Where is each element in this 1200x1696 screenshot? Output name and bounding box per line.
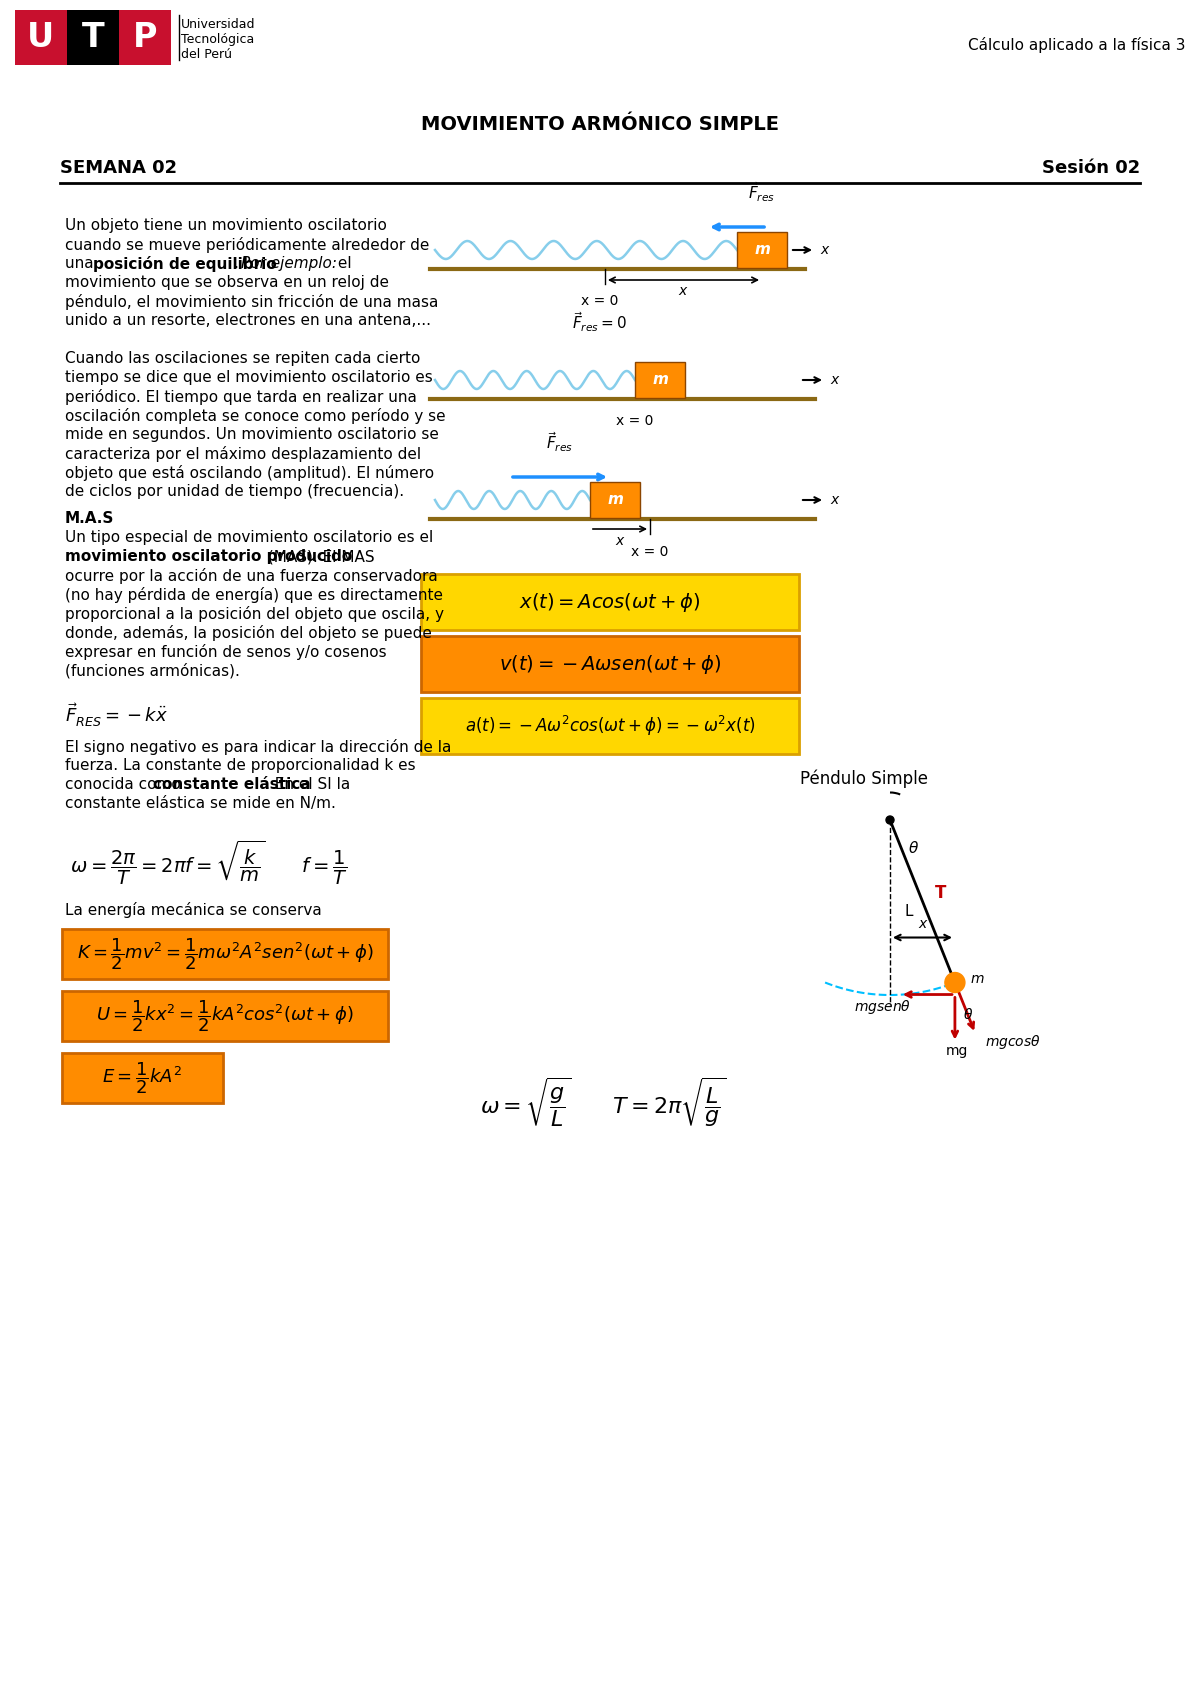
Text: de ciclos por unidad de tiempo (frecuencia).: de ciclos por unidad de tiempo (frecuenc… xyxy=(65,483,404,499)
Text: m: m xyxy=(971,972,984,985)
FancyBboxPatch shape xyxy=(421,636,799,692)
FancyBboxPatch shape xyxy=(62,929,388,979)
Text: x: x xyxy=(830,494,839,507)
Text: $\vec{F}_{res}$: $\vec{F}_{res}$ xyxy=(546,431,574,455)
Text: $v(t) = -A\omega sen(\omega t + \phi)$: $v(t) = -A\omega sen(\omega t + \phi)$ xyxy=(498,653,721,675)
Text: Péndulo Simple: Péndulo Simple xyxy=(800,770,928,789)
Text: $E = \dfrac{1}{2}kA^2$: $E = \dfrac{1}{2}kA^2$ xyxy=(102,1060,182,1096)
Circle shape xyxy=(944,972,965,992)
Text: x: x xyxy=(918,916,926,931)
Text: T: T xyxy=(935,884,946,902)
Text: ocurre por la acción de una fuerza conservadora: ocurre por la acción de una fuerza conse… xyxy=(65,568,438,583)
Text: Universidad
Tecnológica
del Perú: Universidad Tecnológica del Perú xyxy=(181,19,256,61)
Text: $x$: $x$ xyxy=(614,534,625,548)
Text: Sesión 02: Sesión 02 xyxy=(1042,159,1140,176)
Text: tiempo se dice que el movimiento oscilatorio es: tiempo se dice que el movimiento oscilat… xyxy=(65,370,433,385)
Text: Un objeto tiene un movimiento oscilatorio: Un objeto tiene un movimiento oscilatori… xyxy=(65,219,386,232)
Text: donde, además, la posición del objeto se puede: donde, además, la posición del objeto se… xyxy=(65,626,432,641)
Text: $\omega = \dfrac{2\pi}{T} = 2\pi f = \sqrt{\dfrac{k}{m}} \qquad f = \dfrac{1}{T}: $\omega = \dfrac{2\pi}{T} = 2\pi f = \sq… xyxy=(70,840,348,887)
Text: $K = \dfrac{1}{2}mv^2 = \dfrac{1}{2}m\omega^2 A^2 sen^2(\omega t + \phi)$: $K = \dfrac{1}{2}mv^2 = \dfrac{1}{2}m\om… xyxy=(77,936,373,972)
Text: M.A.S: M.A.S xyxy=(65,510,114,526)
Text: T: T xyxy=(82,20,104,54)
Text: $mgsen\theta$: $mgsen\theta$ xyxy=(854,997,912,1016)
Text: .: . xyxy=(234,256,244,271)
Text: proporcional a la posición del objeto que oscila, y: proporcional a la posición del objeto qu… xyxy=(65,605,444,622)
Text: (funciones armónicas).: (funciones armónicas). xyxy=(65,663,240,678)
FancyBboxPatch shape xyxy=(119,10,172,64)
Text: $\vec{F}^{\,}_{RES} = -k\ddot{x}$: $\vec{F}^{\,}_{RES} = -k\ddot{x}$ xyxy=(65,700,168,729)
Text: Cuando las oscilaciones se repiten cada cierto: Cuando las oscilaciones se repiten cada … xyxy=(65,351,420,366)
FancyBboxPatch shape xyxy=(421,699,799,755)
Text: Un tipo especial de movimiento oscilatorio es el: Un tipo especial de movimiento oscilator… xyxy=(65,529,433,544)
Text: constante elástica: constante elástica xyxy=(154,777,311,792)
Text: $\omega = \sqrt{\dfrac{g}{L}} \qquad T = 2\pi\sqrt{\dfrac{L}{g}}$: $\omega = \sqrt{\dfrac{g}{L}} \qquad T =… xyxy=(480,1075,726,1130)
Text: MOVIMIENTO ARMÓNICO SIMPLE: MOVIMIENTO ARMÓNICO SIMPLE xyxy=(421,115,779,134)
Circle shape xyxy=(886,816,894,824)
Text: movimiento que se observa en un reloj de: movimiento que se observa en un reloj de xyxy=(65,275,389,290)
FancyBboxPatch shape xyxy=(67,10,119,64)
Text: $x(t) = Acos(\omega t + \phi)$: $x(t) = Acos(\omega t + \phi)$ xyxy=(520,590,701,614)
Text: x = 0: x = 0 xyxy=(617,414,654,427)
Text: $a(t) = -A\omega^2 cos(\omega t + \phi) = -\omega^2 x(t)$: $a(t) = -A\omega^2 cos(\omega t + \phi) … xyxy=(464,714,755,738)
Text: (no hay pérdida de energía) que es directamente: (no hay pérdida de energía) que es direc… xyxy=(65,587,443,604)
Text: $U = \dfrac{1}{2}kx^2 = \dfrac{1}{2}kA^2 cos^2(\omega t + \phi)$: $U = \dfrac{1}{2}kx^2 = \dfrac{1}{2}kA^2… xyxy=(96,999,354,1035)
Text: $\vec{F}_{res}$: $\vec{F}_{res}$ xyxy=(749,180,775,204)
FancyBboxPatch shape xyxy=(62,1053,223,1102)
FancyBboxPatch shape xyxy=(737,232,787,268)
Text: Cálculo aplicado a la física 3: Cálculo aplicado a la física 3 xyxy=(967,37,1186,53)
Text: Por ejemplo:: Por ejemplo: xyxy=(241,256,337,271)
Text: x: x xyxy=(830,373,839,387)
FancyBboxPatch shape xyxy=(590,482,640,517)
Text: objeto que está oscilando (amplitud). El número: objeto que está oscilando (amplitud). El… xyxy=(65,465,434,482)
Text: La energía mecánica se conserva: La energía mecánica se conserva xyxy=(65,902,322,918)
Text: mide en segundos. Un movimiento oscilatorio se: mide en segundos. Un movimiento oscilato… xyxy=(65,427,439,443)
Text: cuando se mueve periódicamente alrededor de: cuando se mueve periódicamente alrededor… xyxy=(65,237,430,253)
Text: constante elástica se mide en N/m.: constante elástica se mide en N/m. xyxy=(65,795,336,811)
Text: péndulo, el movimiento sin fricción de una masa: péndulo, el movimiento sin fricción de u… xyxy=(65,293,438,310)
Text: (MAS). El MAS: (MAS). El MAS xyxy=(263,550,374,565)
FancyBboxPatch shape xyxy=(635,361,685,399)
Text: fuerza. La constante de proporcionalidad k es: fuerza. La constante de proporcionalidad… xyxy=(65,758,415,773)
FancyBboxPatch shape xyxy=(14,10,67,64)
FancyBboxPatch shape xyxy=(62,990,388,1041)
Text: x: x xyxy=(820,243,828,258)
Text: oscilación completa se conoce como período y se: oscilación completa se conoce como perío… xyxy=(65,409,445,424)
Text: L: L xyxy=(905,904,913,919)
Text: $mgcos\theta$: $mgcos\theta$ xyxy=(985,1033,1042,1050)
Text: $\theta$: $\theta$ xyxy=(962,1007,973,1023)
Text: . En el SI la: . En el SI la xyxy=(265,777,350,792)
Text: el: el xyxy=(334,256,352,271)
Text: SEMANA 02: SEMANA 02 xyxy=(60,159,178,176)
Text: posición de equilibrio: posición de equilibrio xyxy=(94,256,277,271)
Text: unido a un resorte, electrones en una antena,...: unido a un resorte, electrones en una an… xyxy=(65,314,431,327)
FancyBboxPatch shape xyxy=(421,573,799,629)
Text: x = 0: x = 0 xyxy=(631,544,668,560)
Text: $\vec{F}_{res} = 0$: $\vec{F}_{res} = 0$ xyxy=(572,310,628,334)
Text: mg: mg xyxy=(946,1043,968,1058)
Text: $x$: $x$ xyxy=(678,283,689,298)
Text: x = 0: x = 0 xyxy=(581,293,619,309)
Text: periódico. El tiempo que tarda en realizar una: periódico. El tiempo que tarda en realiz… xyxy=(65,388,416,405)
Text: U: U xyxy=(28,20,55,54)
Text: m: m xyxy=(754,243,770,258)
Text: P: P xyxy=(133,20,157,54)
Text: $\theta$: $\theta$ xyxy=(908,840,919,856)
Text: movimiento oscilatorio producido: movimiento oscilatorio producido xyxy=(65,550,353,565)
Text: una: una xyxy=(65,256,98,271)
Text: m: m xyxy=(607,492,623,507)
Text: El signo negativo es para indicar la dirección de la: El signo negativo es para indicar la dir… xyxy=(65,739,451,755)
Text: expresar en función de senos y/o cosenos: expresar en función de senos y/o cosenos xyxy=(65,644,386,660)
Text: caracteriza por el máximo desplazamiento del: caracteriza por el máximo desplazamiento… xyxy=(65,446,421,461)
Text: conocida como: conocida como xyxy=(65,777,186,792)
Text: m: m xyxy=(652,373,668,387)
